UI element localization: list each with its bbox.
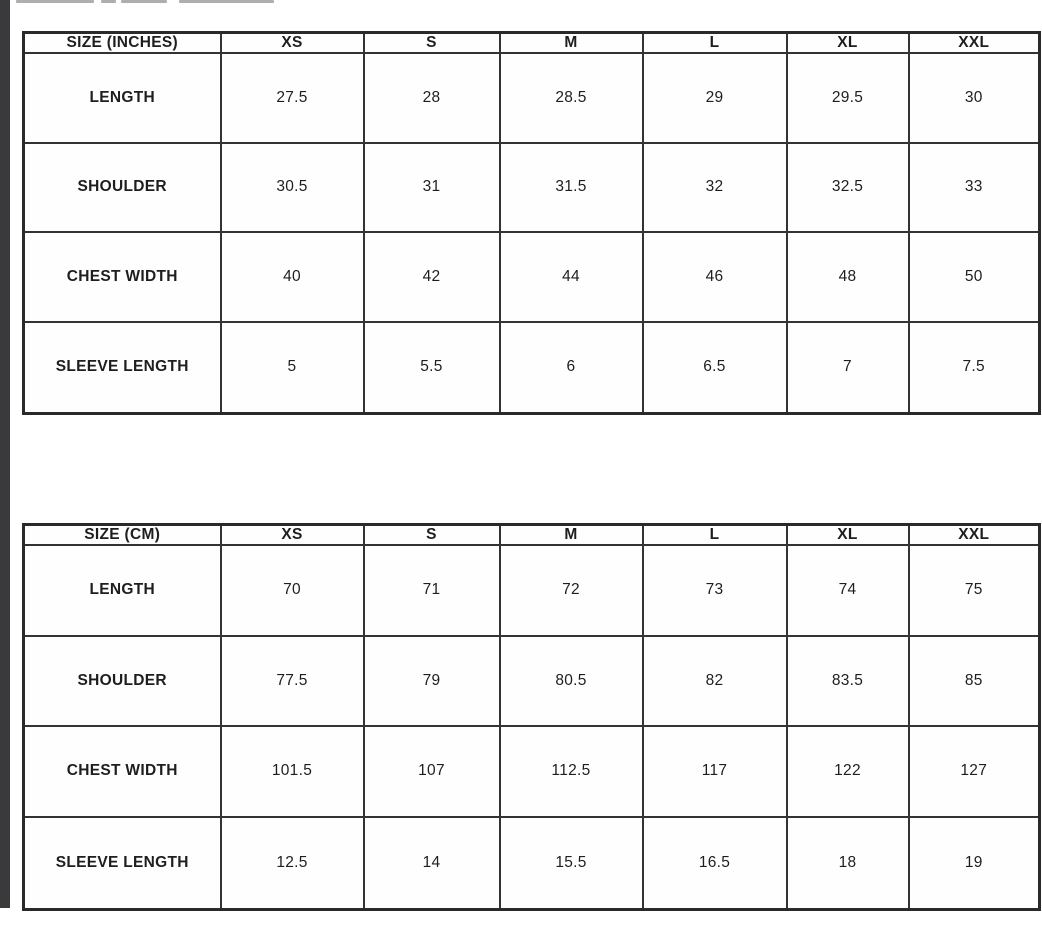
header-row: SIZE (INCHES) XS S M L XL XXL xyxy=(22,31,1041,54)
measurement-value: 14 xyxy=(362,815,501,911)
size-column-header: L xyxy=(641,31,788,54)
measurement-value: 70 xyxy=(219,544,365,637)
measurement-value: 28 xyxy=(362,52,501,144)
measurement-label: CHEST WIDTH xyxy=(22,725,222,818)
size-column-header: L xyxy=(641,523,788,546)
measurement-value: 127 xyxy=(907,725,1041,818)
measurement-label: CHEST WIDTH xyxy=(22,231,222,323)
size-column-header: M xyxy=(498,31,644,54)
measurement-label: SLEEVE LENGTH xyxy=(22,815,222,911)
size-column-header: XS xyxy=(219,31,365,54)
measurement-value: 7 xyxy=(785,320,910,415)
measurement-value: 80.5 xyxy=(498,634,644,728)
measurement-label: LENGTH xyxy=(22,52,222,144)
measurement-value: 112.5 xyxy=(498,725,644,818)
measurement-value: 29.5 xyxy=(785,52,910,144)
left-edge-bar xyxy=(0,0,10,908)
size-column-header: XL xyxy=(785,31,910,54)
measurement-value: 79 xyxy=(362,634,501,728)
table-row: CHEST WIDTH 101.5 107 112.5 117 122 127 xyxy=(22,725,1041,818)
measurement-value: 33 xyxy=(907,141,1041,234)
measurement-value: 32 xyxy=(641,141,788,234)
measurement-value: 31.5 xyxy=(498,141,644,234)
measurement-label: SHOULDER xyxy=(22,141,222,234)
size-column-header: M xyxy=(498,523,644,546)
measurement-value: 30 xyxy=(907,52,1041,144)
measurement-value: 101.5 xyxy=(219,725,365,818)
measurement-value: 19 xyxy=(907,815,1041,911)
measurement-value: 30.5 xyxy=(219,141,365,234)
measurement-value: 74 xyxy=(785,544,910,637)
measurement-value: 50 xyxy=(907,231,1041,323)
table-body: LENGTH 27.5 28 28.5 29 29.5 30 SHOULDER 30.5 31 31… xyxy=(22,52,1041,415)
measurement-label: LENGTH xyxy=(22,544,222,637)
measurement-value: 48 xyxy=(785,231,910,323)
size-column-header: XXL xyxy=(907,523,1041,546)
measurement-value: 12.5 xyxy=(219,815,365,911)
size-table-cm: SIZE (CM) XS S M L XL XXL LENGTH 70 71 72 73 74 75 SH… xyxy=(22,523,1041,911)
size-column-header: XL xyxy=(785,523,910,546)
measurement-value: 85 xyxy=(907,634,1041,728)
size-column-header: XXL xyxy=(907,31,1041,54)
table-header: SIZE (CM) XS S M L XL XXL xyxy=(22,523,1041,546)
measurement-value: 6.5 xyxy=(641,320,788,415)
measurement-value: 15.5 xyxy=(498,815,644,911)
size-unit-header: SIZE (INCHES) xyxy=(22,31,222,54)
measurement-value: 72 xyxy=(498,544,644,637)
measurement-value: 5.5 xyxy=(362,320,501,415)
size-column-header: S xyxy=(362,31,501,54)
measurement-value: 75 xyxy=(907,544,1041,637)
measurement-value: 7.5 xyxy=(907,320,1041,415)
measurement-value: 71 xyxy=(362,544,501,637)
measurement-value: 44 xyxy=(498,231,644,323)
cropped-heading-fragment xyxy=(16,0,94,3)
measurement-value: 73 xyxy=(641,544,788,637)
cropped-heading-fragment xyxy=(121,0,167,3)
table-row: LENGTH 27.5 28 28.5 29 29.5 30 xyxy=(22,52,1041,144)
measurement-value: 117 xyxy=(641,725,788,818)
cropped-heading-fragment xyxy=(179,0,274,3)
measurement-label: SHOULDER xyxy=(22,634,222,728)
measurement-value: 42 xyxy=(362,231,501,323)
measurement-value: 27.5 xyxy=(219,52,365,144)
table-row: LENGTH 70 71 72 73 74 75 xyxy=(22,544,1041,637)
measurement-value: 32.5 xyxy=(785,141,910,234)
measurement-value: 77.5 xyxy=(219,634,365,728)
measurement-value: 82 xyxy=(641,634,788,728)
measurement-value: 46 xyxy=(641,231,788,323)
measurement-value: 6 xyxy=(498,320,644,415)
measurement-value: 40 xyxy=(219,231,365,323)
table-row: SLEEVE LENGTH 12.5 14 15.5 16.5 18 19 xyxy=(22,815,1041,911)
table-row: SHOULDER 30.5 31 31.5 32 32.5 33 xyxy=(22,141,1041,234)
table-body: LENGTH 70 71 72 73 74 75 SHOULDER 77.5 79 80.5 82 83… xyxy=(22,544,1041,911)
measurement-value: 29 xyxy=(641,52,788,144)
measurement-value: 5 xyxy=(219,320,365,415)
table-row: SHOULDER 77.5 79 80.5 82 83.5 85 xyxy=(22,634,1041,728)
measurement-value: 122 xyxy=(785,725,910,818)
measurement-value: 28.5 xyxy=(498,52,644,144)
cropped-heading-fragment xyxy=(101,0,116,3)
header-row: SIZE (CM) XS S M L XL XXL xyxy=(22,523,1041,546)
measurement-value: 107 xyxy=(362,725,501,818)
measurement-label: SLEEVE LENGTH xyxy=(22,320,222,415)
measurement-value: 18 xyxy=(785,815,910,911)
size-column-header: XS xyxy=(219,523,365,546)
size-table-inches: SIZE (INCHES) XS S M L XL XXL LENGTH 27.5 28 28.5… xyxy=(22,31,1041,415)
measurement-value: 16.5 xyxy=(641,815,788,911)
measurement-value: 83.5 xyxy=(785,634,910,728)
table-header: SIZE (INCHES) XS S M L XL XXL xyxy=(22,31,1041,54)
size-column-header: S xyxy=(362,523,501,546)
table-row: CHEST WIDTH 40 42 44 46 48 50 xyxy=(22,231,1041,323)
measurement-value: 31 xyxy=(362,141,501,234)
size-unit-header: SIZE (CM) xyxy=(22,523,222,546)
table-row: SLEEVE LENGTH 5 5.5 6 6.5 7 7.5 xyxy=(22,320,1041,415)
